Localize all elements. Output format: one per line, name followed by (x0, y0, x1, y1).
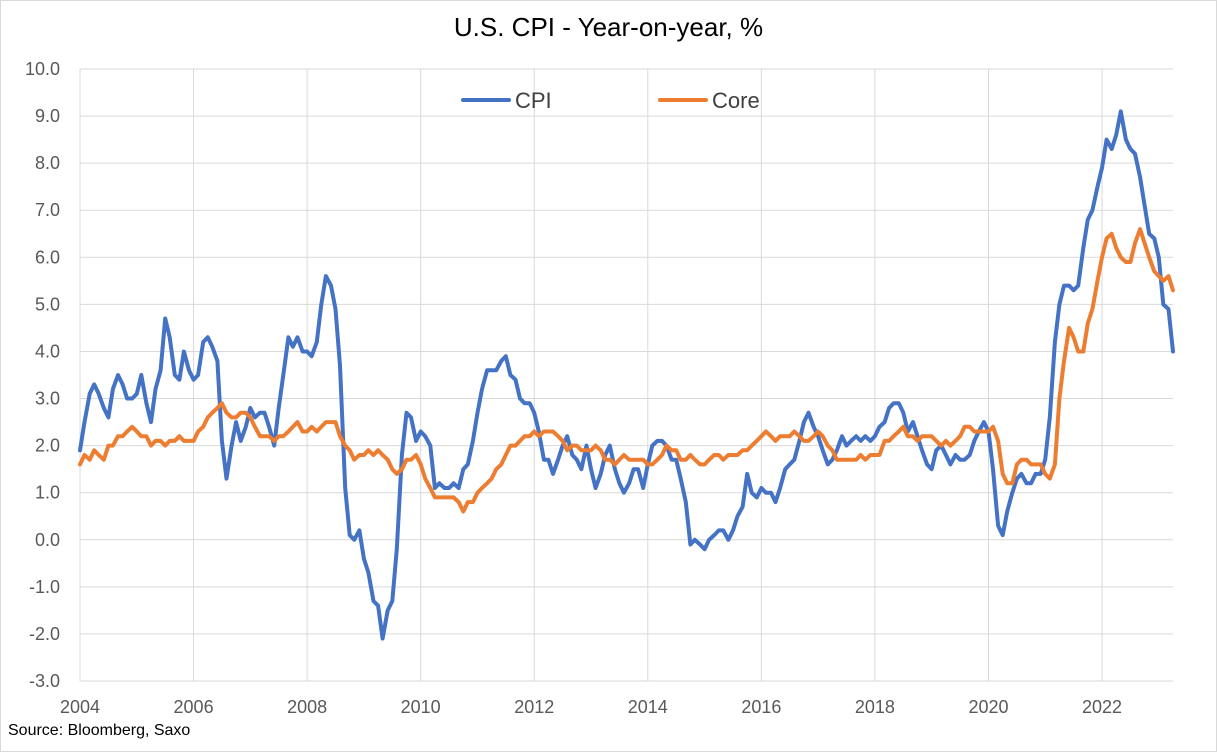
x-tick-label: 2010 (401, 697, 441, 717)
source-note: Source: Bloomberg, Saxo (8, 722, 191, 739)
x-tick-label: 2004 (60, 697, 100, 717)
chart-title: U.S. CPI - Year-on-year, % (453, 12, 764, 42)
series-line-core (78, 227, 1175, 514)
x-tick-label: 2016 (741, 697, 781, 717)
y-tick-label: 3.0 (35, 389, 60, 409)
y-tick-label: -1.0 (29, 577, 60, 597)
x-tick-label: 2012 (514, 697, 554, 717)
x-tick-label: 2008 (287, 697, 327, 717)
y-tick-label: 5.0 (35, 294, 60, 314)
y-axis-ticks: -3.0 -2.0 -1.0 0.0 1.0 2.0 3.0 4.0 5.0 6.0 7.0 8.0 9… (25, 59, 60, 691)
x-tick-label: 2022 (1082, 697, 1122, 717)
y-tick-label: -3.0 (29, 671, 60, 691)
x-tick-label: 2020 (968, 697, 1008, 717)
series-lines (78, 109, 1175, 641)
y-tick-label: 9.0 (35, 106, 60, 126)
y-tick-label: 2.0 (35, 436, 60, 456)
x-tick-label: 2006 (174, 697, 214, 717)
x-tick-label: 2018 (855, 697, 895, 717)
series-line-cpi (78, 109, 1175, 641)
y-tick-label: 6.0 (35, 247, 60, 267)
gridlines (79, 68, 1173, 682)
y-tick-label: 0.0 (35, 530, 60, 550)
y-tick-label: 10.0 (25, 59, 60, 79)
y-tick-label: 8.0 (35, 153, 60, 173)
x-axis-ticks: 2004 2006 2008 2010 2012 2014 2016 2018 2020 2022 (60, 697, 1122, 717)
x-tick-label: 2014 (628, 697, 668, 717)
y-tick-label: 4.0 (35, 341, 60, 361)
y-tick-label: 7.0 (35, 200, 60, 220)
y-tick-label: -2.0 (29, 624, 60, 644)
legend-label-cpi: CPI (515, 88, 552, 113)
legend: CPI Core (461, 88, 760, 113)
legend-label-core: Core (712, 88, 760, 113)
y-tick-label: 1.0 (35, 483, 60, 503)
